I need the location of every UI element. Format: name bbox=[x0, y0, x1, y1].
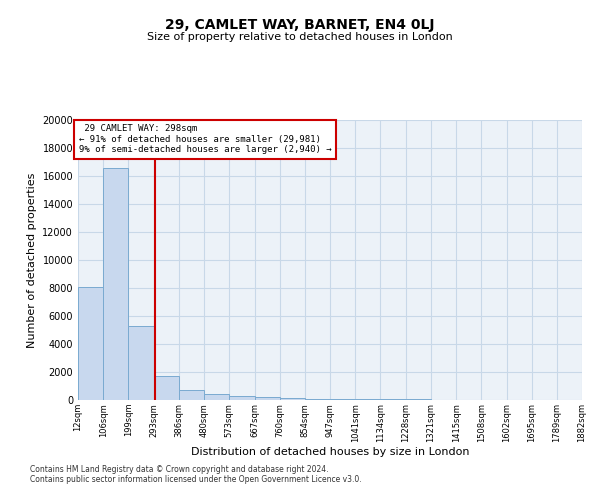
Bar bbox=[128, 326, 154, 400]
Bar bbox=[280, 398, 305, 400]
Bar bbox=[204, 394, 229, 400]
X-axis label: Distribution of detached houses by size in London: Distribution of detached houses by size … bbox=[191, 448, 469, 458]
Bar bbox=[355, 399, 380, 400]
Bar bbox=[305, 398, 330, 400]
Bar bbox=[78, 286, 103, 400]
Bar bbox=[179, 390, 204, 400]
Bar bbox=[229, 396, 254, 400]
Bar bbox=[254, 397, 280, 400]
Text: Contains public sector information licensed under the Open Government Licence v3: Contains public sector information licen… bbox=[30, 476, 362, 484]
Bar bbox=[330, 399, 355, 400]
Bar bbox=[103, 168, 128, 400]
Bar bbox=[154, 376, 179, 400]
Text: Size of property relative to detached houses in London: Size of property relative to detached ho… bbox=[147, 32, 453, 42]
Text: 29, CAMLET WAY, BARNET, EN4 0LJ: 29, CAMLET WAY, BARNET, EN4 0LJ bbox=[165, 18, 435, 32]
Text: Contains HM Land Registry data © Crown copyright and database right 2024.: Contains HM Land Registry data © Crown c… bbox=[30, 466, 329, 474]
Text: 29 CAMLET WAY: 298sqm
← 91% of detached houses are smaller (29,981)
9% of semi-d: 29 CAMLET WAY: 298sqm ← 91% of detached … bbox=[79, 124, 331, 154]
Y-axis label: Number of detached properties: Number of detached properties bbox=[27, 172, 37, 348]
